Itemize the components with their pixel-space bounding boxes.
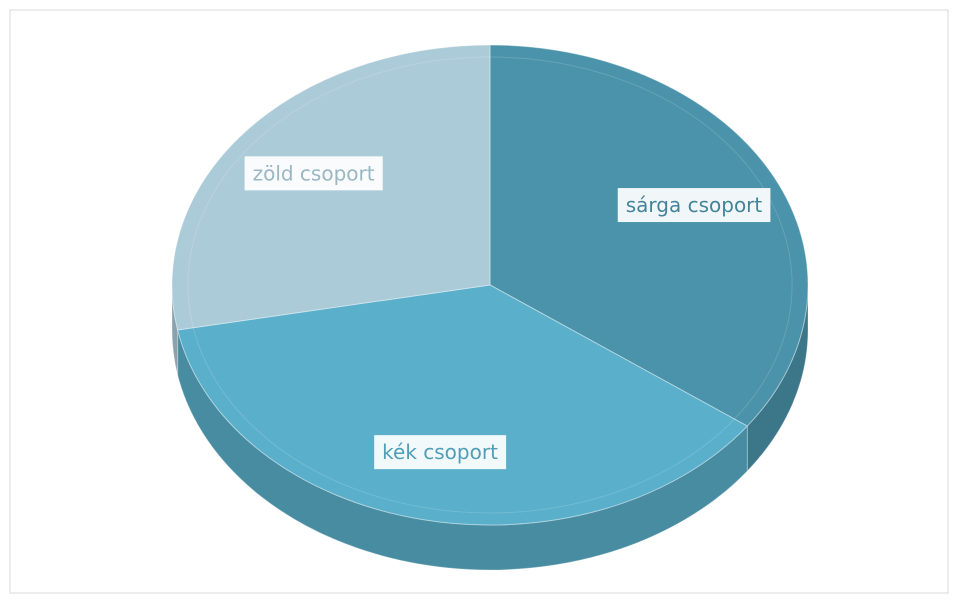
label-box: [244, 156, 383, 191]
slice-highlight: [187, 56, 491, 328]
slice-label: sárga csoport: [626, 193, 763, 217]
label-box: [374, 435, 507, 470]
slice-highlight: [489, 56, 793, 420]
slice: [489, 44, 809, 427]
slice-highlight: [192, 327, 735, 514]
label-box: [617, 188, 771, 223]
slice: [177, 284, 749, 526]
slice-label: kék csoport: [382, 440, 498, 464]
slice-label: zöld csoport: [253, 161, 375, 185]
